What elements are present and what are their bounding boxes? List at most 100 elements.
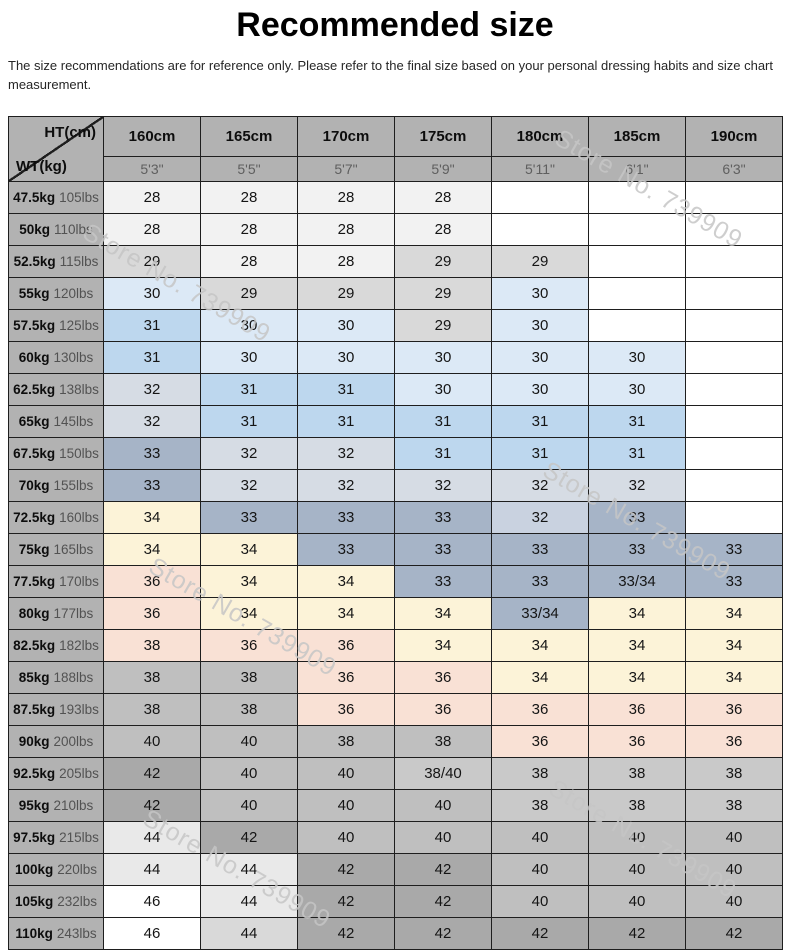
- size-cell: 31: [589, 438, 686, 470]
- weight-kg-label: 52.5kg: [13, 254, 56, 269]
- column-header-cm: 175cm: [395, 117, 492, 157]
- size-cell: 38: [686, 758, 783, 790]
- column-header-cm: 160cm: [104, 117, 201, 157]
- size-cell: 42: [298, 854, 395, 886]
- size-cell: 28: [298, 214, 395, 246]
- size-cell: 38: [589, 790, 686, 822]
- size-cell: [686, 438, 783, 470]
- weight-lbs-label: 120lbs: [53, 286, 94, 301]
- size-cell: 28: [395, 214, 492, 246]
- size-cell: [686, 310, 783, 342]
- height-axis-label: HT(cm): [44, 124, 96, 141]
- row-label: 80kg 177lbs: [9, 598, 104, 630]
- row-label: 65kg 145lbs: [9, 406, 104, 438]
- size-cell: [589, 182, 686, 214]
- size-cell: 33: [395, 566, 492, 598]
- size-cell: 31: [492, 406, 589, 438]
- size-cell: 31: [201, 374, 298, 406]
- size-cell: 33: [201, 502, 298, 534]
- size-cell: 42: [298, 886, 395, 918]
- size-cell: 36: [492, 694, 589, 726]
- size-cell: 36: [686, 694, 783, 726]
- size-cell: 34: [686, 662, 783, 694]
- size-cell: 40: [298, 822, 395, 854]
- size-cell: [686, 470, 783, 502]
- size-cell: 30: [492, 310, 589, 342]
- size-cell: 30: [201, 310, 298, 342]
- size-cell: 40: [589, 886, 686, 918]
- size-cell: 33: [104, 438, 201, 470]
- weight-kg-label: 60kg: [18, 350, 50, 365]
- weight-kg-label: 70kg: [18, 478, 50, 493]
- weight-kg-label: 55kg: [18, 286, 50, 301]
- size-cell: 31: [492, 438, 589, 470]
- weight-lbs-label: 205lbs: [59, 766, 99, 781]
- size-cell: 34: [298, 598, 395, 630]
- size-cell: 34: [686, 630, 783, 662]
- size-cell: 36: [298, 630, 395, 662]
- row-label: 85kg 188lbs: [9, 662, 104, 694]
- size-cell: 38: [104, 694, 201, 726]
- size-cell: 42: [201, 822, 298, 854]
- size-cell: 34: [395, 630, 492, 662]
- size-cell: 44: [104, 854, 201, 886]
- size-cell: 28: [201, 246, 298, 278]
- size-cell: [686, 342, 783, 374]
- size-cell: 40: [395, 790, 492, 822]
- weight-lbs-label: 110lbs: [54, 222, 93, 237]
- size-cell: 31: [104, 342, 201, 374]
- size-cell: 36: [589, 694, 686, 726]
- size-cell: 32: [589, 470, 686, 502]
- size-cell: 32: [298, 470, 395, 502]
- size-cell: 40: [298, 790, 395, 822]
- size-cell: 32: [298, 438, 395, 470]
- weight-lbs-label: 193lbs: [59, 702, 99, 717]
- size-cell: 36: [104, 598, 201, 630]
- size-cell: [686, 278, 783, 310]
- row-label: 50kg 110lbs: [9, 214, 104, 246]
- size-cell: 42: [492, 918, 589, 950]
- size-cell: 40: [104, 726, 201, 758]
- size-cell: 46: [104, 886, 201, 918]
- size-cell: 34: [298, 566, 395, 598]
- size-cell: 40: [492, 886, 589, 918]
- size-cell: 29: [298, 278, 395, 310]
- size-cell: 32: [201, 438, 298, 470]
- size-cell: 30: [201, 342, 298, 374]
- column-header-ft: 5'7": [298, 157, 395, 182]
- row-label: 67.5kg 150lbs: [9, 438, 104, 470]
- row-label: 92.5kg 205lbs: [9, 758, 104, 790]
- column-header-ft: 5'11": [492, 157, 589, 182]
- row-label: 77.5kg 170lbs: [9, 566, 104, 598]
- weight-kg-label: 80kg: [18, 606, 50, 621]
- size-cell: 29: [395, 246, 492, 278]
- page-title: Recommended size: [236, 6, 554, 44]
- size-cell: 30: [104, 278, 201, 310]
- size-table: HT(cm) WT(kg) 160cm 165cm 170cm 175cm 180cm 1…: [8, 116, 783, 950]
- column-header-cm: 180cm: [492, 117, 589, 157]
- row-label: 75kg 165lbs: [9, 534, 104, 566]
- size-cell: 38: [395, 726, 492, 758]
- size-cell: 29: [395, 310, 492, 342]
- size-cell: 31: [395, 406, 492, 438]
- weight-lbs-label: 232lbs: [57, 894, 98, 909]
- weight-lbs-label: 243lbs: [56, 926, 97, 941]
- size-cell: [589, 310, 686, 342]
- row-label: 82.5kg 182lbs: [9, 630, 104, 662]
- column-header-ft: 5'9": [395, 157, 492, 182]
- size-cell: 29: [395, 278, 492, 310]
- column-header-cm: 170cm: [298, 117, 395, 157]
- size-cell: 42: [395, 918, 492, 950]
- weight-lbs-label: 170lbs: [59, 574, 99, 589]
- size-cell: 30: [492, 278, 589, 310]
- size-cell: 36: [104, 566, 201, 598]
- size-cell: 38: [686, 790, 783, 822]
- size-cell: 31: [298, 406, 395, 438]
- size-cell: 36: [298, 694, 395, 726]
- weight-kg-label: 57.5kg: [13, 318, 56, 333]
- size-cell: 40: [395, 822, 492, 854]
- column-header-cm: 190cm: [686, 117, 783, 157]
- weight-lbs-label: 210lbs: [53, 798, 94, 813]
- size-cell: 31: [589, 406, 686, 438]
- size-cell: 40: [492, 854, 589, 886]
